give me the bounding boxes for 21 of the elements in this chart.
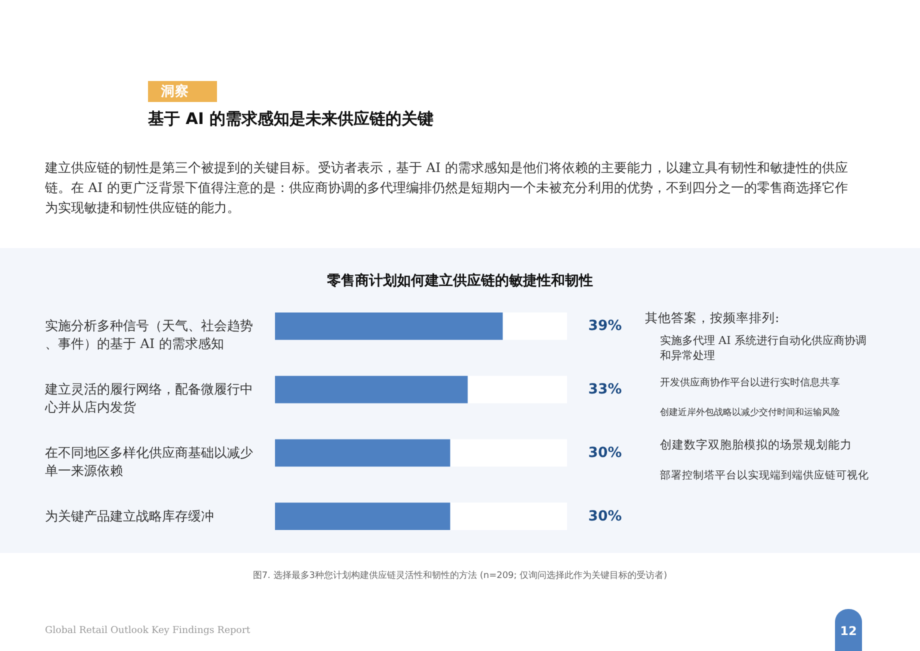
data-label: 39%: [588, 318, 622, 334]
text: 创建数字双胞胎模拟的场景规划能力: [660, 438, 852, 452]
text: 创建近岸外包战略以减少交付时间和运输风险: [660, 407, 840, 418]
text: 实施多代理 AI 系统进行自动化供应商协调和异常处理: [660, 334, 866, 362]
chart-title: 零售商计划如何建立供应链的敏捷性和韧性: [326, 272, 593, 289]
y-tick-label: 在不同地区多样化供应商基础以减少单一来源依赖: [45, 444, 253, 479]
data-label: 30%: [588, 444, 622, 461]
data-label: 30%: [588, 508, 622, 524]
data-label: 33%: [588, 382, 622, 398]
text: 建立供应链的韧性是第三个被提到的关键目标。受访者表示，基于 AI 的需求感知是他们将依赖的主要能力，以建立具有韧性和敏捷性的供应链。在 AI 的更广泛背景下值得注意的是：供应商协调的多代理编排仍然是短期内一个未被充分利用的优势，不到四分之一的零售商选择它作为实现敏捷和韧性供应链的能力。: [44, 160, 848, 216]
text: 基于 AI 的需求感知是未来供应链的关键: [147, 109, 434, 128]
text: 12: [840, 624, 857, 638]
y-tick-label: 为关键产品建立战略库存缓冲: [45, 508, 214, 524]
text: 部署控制塔平台以实现端到端供应链可视化: [660, 468, 869, 482]
y-tick-label: 建立灵活的履行网络，配备微履行中心并从店内发货: [44, 382, 253, 416]
y-tick-label: 实施分析多种信号（天气、社会趋势、事件）的基于 AI 的需求感知: [45, 319, 253, 352]
text: 洞察: [160, 82, 189, 100]
text: 开发供应商协作平台以进行实时信息共享: [660, 376, 840, 388]
text: Global Retail Outlook Key Findings Report: [45, 625, 250, 636]
text: 其他答案，按频率排列:: [645, 310, 780, 325]
caption: 图7. 选择最多3种您计划构建供应链灵活性和韧性的方法 (n=209; 仅询问选择此作为关键目标的受访者): [252, 570, 668, 581]
